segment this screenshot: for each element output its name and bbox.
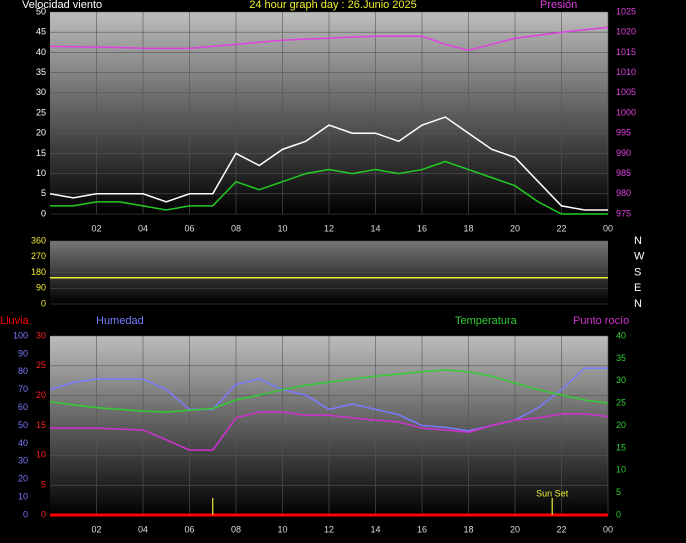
x-tick-label: 02 [91, 524, 101, 534]
y2-tick-label: S [634, 266, 641, 278]
x-tick-label: 20 [510, 524, 520, 534]
x-tick-label: 18 [463, 524, 473, 534]
y2-tick-label: 1010 [616, 67, 636, 77]
y-tick-label: 5 [41, 480, 46, 490]
y2-tick-label: 980 [616, 188, 631, 198]
x-tick-label: 02 [91, 223, 101, 233]
x-tick-label: 06 [184, 524, 194, 534]
y3-tick-label: 50 [18, 420, 28, 430]
x-tick-label: 00 [603, 524, 613, 534]
series-line [50, 26, 608, 52]
y2-tick-label: 0 [616, 509, 621, 519]
y-tick-label: 45 [36, 27, 46, 37]
y-tick-label: 30 [36, 87, 46, 97]
annotation-label: Sun Set [536, 488, 569, 498]
y-tick-label: 0 [41, 509, 46, 519]
chart-title: 24 hour graph day : 26.Junio 2025 [249, 0, 417, 11]
y2-tick-label: 990 [616, 148, 631, 158]
y3-tick-label: 70 [18, 384, 28, 394]
y3-tick-label: 0 [23, 509, 28, 519]
y-tick-label: 35 [36, 67, 46, 77]
x-tick-label: 20 [510, 223, 520, 233]
y-tick-label: 0 [41, 298, 46, 308]
x-tick-label: 06 [184, 223, 194, 233]
y2-tick-label: 985 [616, 168, 631, 178]
x-tick-label: 14 [370, 524, 380, 534]
y2-tick-label: 30 [616, 375, 626, 385]
y2-axis-label: Presión [540, 0, 577, 11]
y2-tick-label: W [634, 251, 645, 263]
y-tick-label: 270 [31, 251, 46, 261]
y-tick-label: 40 [36, 47, 46, 57]
series-line [50, 160, 608, 215]
y-tick-label: 180 [31, 267, 46, 277]
legend-label: Lluvia [0, 315, 30, 327]
x-tick-label: 18 [463, 223, 473, 233]
x-tick-label: 10 [277, 223, 287, 233]
y-tick-label: 360 [31, 235, 46, 245]
y2-tick-label: 35 [616, 353, 626, 363]
x-tick-label: 14 [370, 223, 380, 233]
y2-tick-label: 5 [616, 487, 621, 497]
y-axis-label: Velocidad viento [22, 0, 102, 11]
y2-tick-label: 25 [616, 398, 626, 408]
y-tick-label: 15 [36, 420, 46, 430]
x-tick-label: 00 [603, 223, 613, 233]
y-tick-label: 90 [36, 283, 46, 293]
x-tick-label: 08 [231, 223, 241, 233]
series-line [50, 411, 608, 451]
y3-tick-label: 20 [18, 474, 28, 484]
y-tick-label: 10 [36, 450, 46, 460]
x-tick-label: 12 [324, 223, 334, 233]
y2-tick-label: E [634, 282, 641, 294]
legend-label: Punto rocío [573, 315, 629, 327]
y2-tick-label: 1015 [616, 47, 636, 57]
y3-tick-label: 60 [18, 402, 28, 412]
y2-tick-label: 1025 [616, 6, 636, 16]
y2-tick-label: 1000 [616, 107, 636, 117]
y2-tick-label: N [634, 298, 642, 310]
y-tick-label: 30 [36, 330, 46, 340]
x-tick-label: 04 [138, 524, 148, 534]
y2-tick-label: 1005 [616, 87, 636, 97]
x-tick-label: 04 [138, 223, 148, 233]
y2-tick-label: N [634, 235, 642, 247]
y-tick-label: 25 [36, 107, 46, 117]
x-tick-label: 08 [231, 524, 241, 534]
y3-tick-label: 80 [18, 366, 28, 376]
y2-tick-label: 975 [616, 208, 631, 218]
x-tick-label: 22 [556, 223, 566, 233]
y2-tick-label: 20 [616, 420, 626, 430]
series-line [50, 116, 608, 211]
y2-tick-label: 40 [616, 330, 626, 340]
y-tick-label: 20 [36, 128, 46, 138]
y-tick-label: 5 [41, 188, 46, 198]
series-line [50, 369, 608, 413]
legend-label: Humedad [96, 315, 144, 327]
y3-tick-label: 90 [18, 348, 28, 358]
y3-tick-label: 100 [13, 330, 28, 340]
y2-tick-label: 15 [616, 442, 626, 452]
legend-label: Temperatura [455, 315, 518, 327]
y2-tick-label: 995 [616, 128, 631, 138]
y-tick-label: 10 [36, 168, 46, 178]
y3-tick-label: 10 [18, 491, 28, 501]
y2-tick-label: 1020 [616, 27, 636, 37]
y3-tick-label: 30 [18, 456, 28, 466]
y3-tick-label: 40 [18, 438, 28, 448]
y-tick-label: 0 [41, 208, 46, 218]
x-tick-label: 22 [556, 524, 566, 534]
x-tick-label: 16 [417, 524, 427, 534]
x-tick-label: 12 [324, 524, 334, 534]
y2-tick-label: 10 [616, 465, 626, 475]
y-tick-label: 20 [36, 390, 46, 400]
y-tick-label: 50 [36, 6, 46, 16]
y-tick-label: 25 [36, 360, 46, 370]
x-tick-label: 16 [417, 223, 427, 233]
y-tick-label: 15 [36, 148, 46, 158]
x-tick-label: 10 [277, 524, 287, 534]
